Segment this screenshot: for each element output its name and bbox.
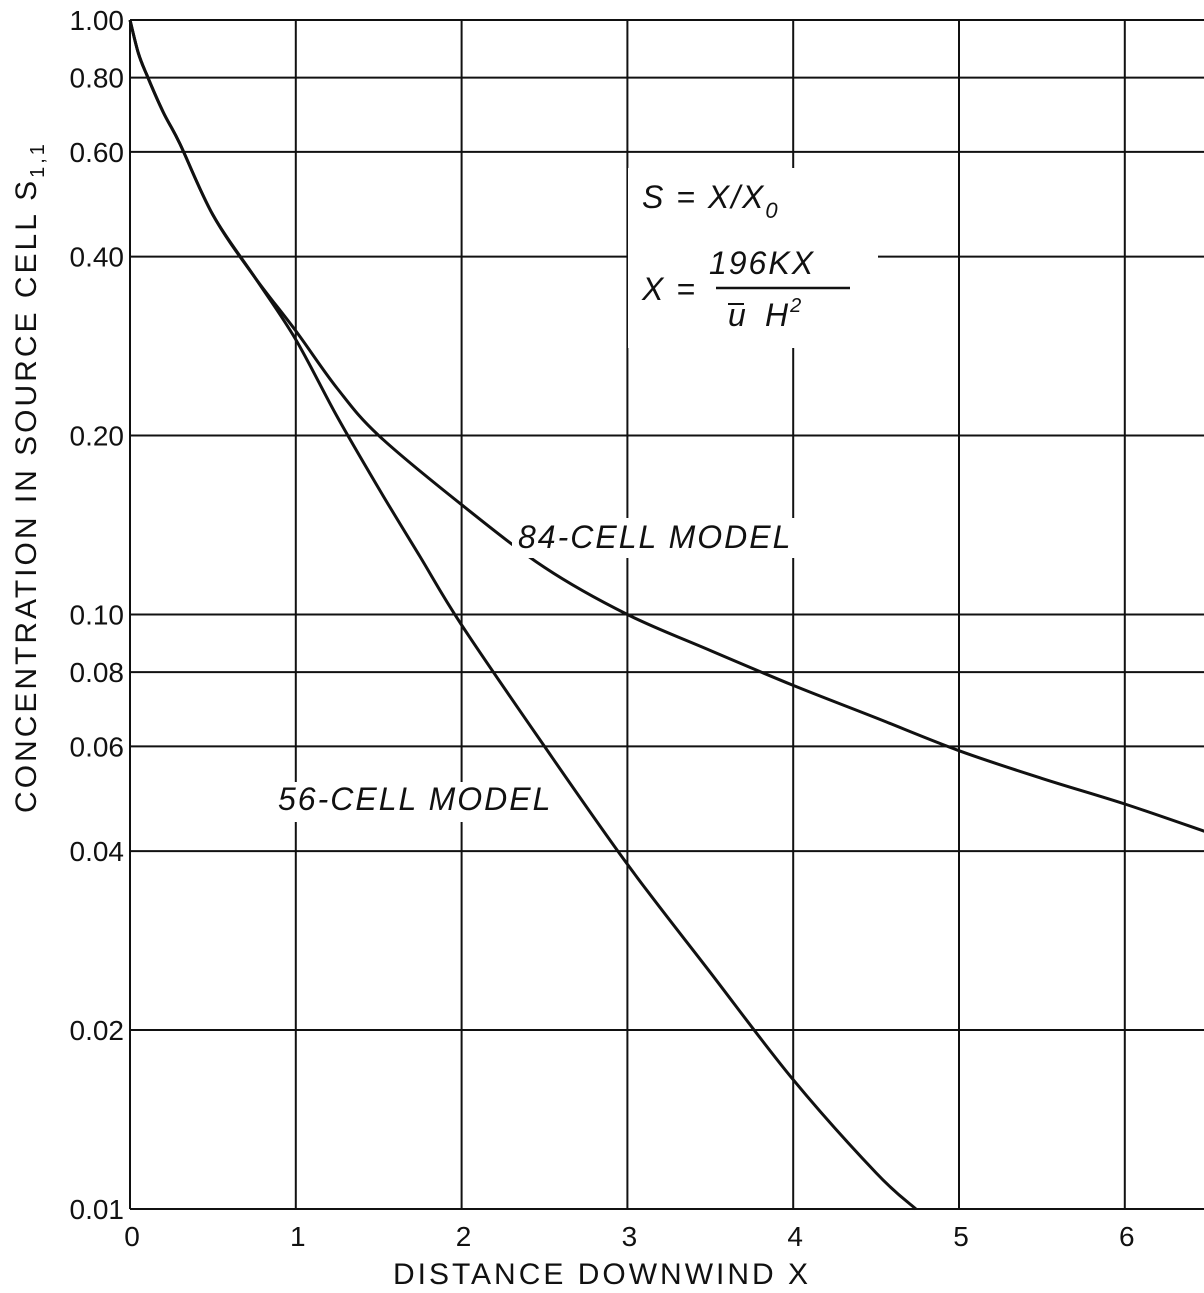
equation-2-den-h-main: H <box>765 297 790 333</box>
series-label-84-cell: 84-CELL MODEL <box>518 519 792 555</box>
y-tick-label-10: 1.00 <box>70 5 125 36</box>
y-tick-labels: 0.01 0.02 0.04 0.06 0.08 0.10 0.20 0.40 0.60 0.80… <box>70 5 125 1225</box>
y-tick-label-0: 0.01 <box>70 1194 125 1225</box>
equation-1: S = X/X0 <box>642 179 780 223</box>
equation-2-den-h: H2 <box>765 295 803 333</box>
y-tick-label-2: 0.04 <box>70 836 125 867</box>
y-tick-label-7: 0.40 <box>70 242 125 273</box>
label-56-background <box>272 782 560 822</box>
curves <box>128 19 1204 1211</box>
x-tick-label-0: 0 <box>124 1221 140 1252</box>
series-line-56-cell <box>128 19 917 1211</box>
y-tick-label-4: 0.08 <box>70 657 125 688</box>
y-tick-label-8: 0.60 <box>70 137 125 168</box>
y-tick-label-3: 0.06 <box>70 731 125 762</box>
series-label-56-cell: 56-CELL MODEL <box>278 781 552 817</box>
x-tick-label-3: 3 <box>622 1221 638 1252</box>
x-tick-label-5: 5 <box>953 1221 969 1252</box>
y-tick-label-6: 0.20 <box>70 421 125 452</box>
x-tick-labels: 0 1 2 3 4 5 6 <box>124 1221 1134 1252</box>
label-84-background <box>512 518 810 558</box>
x-tick-label-4: 4 <box>787 1221 803 1252</box>
equation-2-den-exponent: 2 <box>789 295 803 317</box>
y-tick-label-1: 0.02 <box>70 1015 125 1046</box>
equation-1-main: S = X/X <box>642 179 765 215</box>
y-tick-label-5: 0.10 <box>70 600 125 631</box>
series-line-84-cell <box>128 19 1204 833</box>
x-tick-label-1: 1 <box>290 1221 306 1252</box>
grid-lines <box>129 19 1204 1210</box>
equation-block: S = X/X0 X = 196KX u H2 <box>641 179 850 333</box>
svg-text:CONCENTRATION IN SOURCE CELL S: CONCENTRATION IN SOURCE CELL S1,1 <box>10 141 49 813</box>
x-tick-label-6: 6 <box>1119 1221 1135 1252</box>
equation-background <box>628 168 878 348</box>
equation-2-den-u: u <box>728 297 748 333</box>
equation-1-subscript: 0 <box>765 198 779 223</box>
y-axis-label: CONCENTRATION IN SOURCE CELL S1,1 <box>10 141 49 813</box>
y-axis-label-main: CONCENTRATION IN SOURCE CELL S <box>10 178 43 813</box>
x-axis-label: DISTANCE DOWNWIND X <box>393 1258 811 1291</box>
x-tick-label-2: 2 <box>456 1221 472 1252</box>
y-axis-label-subscript: 1,1 <box>27 141 49 178</box>
equation-2-numerator: 196KX <box>709 245 815 281</box>
y-tick-label-9: 0.80 <box>70 63 125 94</box>
equation-2-lhs: X = <box>641 271 697 307</box>
